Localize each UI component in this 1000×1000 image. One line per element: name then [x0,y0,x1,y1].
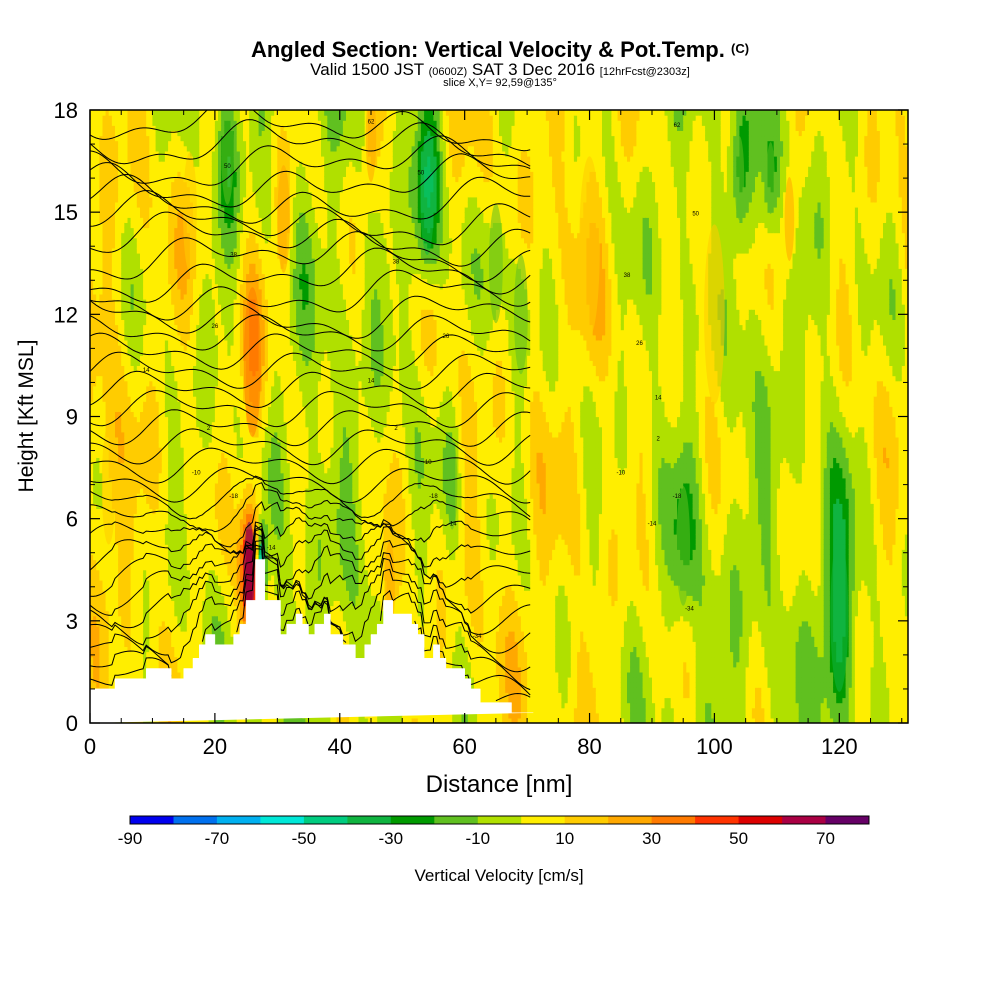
y-tick-label: 0 [66,711,78,736]
x-tick-label: 0 [84,734,96,759]
contour-label: 14 [368,378,375,384]
colorbar-swatch [434,816,478,824]
x-tick-label: 60 [452,734,476,759]
contour-label: 26 [636,341,643,347]
contour-label: 14 [143,368,150,374]
velocity-feature [830,536,848,692]
contour-label: 50 [692,212,699,218]
velocity-feature [767,142,775,214]
y-tick-label: 9 [66,405,78,430]
velocity-feature [785,177,795,261]
colorbar-swatch [260,816,304,824]
contour-label: -10 [423,460,432,466]
colorbar-tick-label: -70 [205,829,230,848]
colorbar: -90 -70 -50 -30 -10 10 30 50 70 [118,816,870,848]
colorbar-swatch [174,816,218,824]
velocity-feature [420,135,434,255]
colorbar-swatch [304,816,348,824]
contour-label: 26 [443,334,450,340]
contour-label: -18 [673,494,682,500]
contour-label: 50 [418,171,425,177]
contour-label: -14 [648,522,657,528]
colorbar-tick-label: -10 [466,829,491,848]
colorbar-swatch [826,816,870,824]
colorbar-label: Vertical Velocity [cm/s] [414,866,583,885]
contour-label: 50 [224,164,231,170]
colorbar-swatch [478,816,522,824]
contour-label: 38 [624,273,631,279]
contour-label: -18 [429,494,438,500]
contour-label: 62 [674,123,681,129]
y-axis-label: Height [Kft MSL] [15,340,38,493]
x-tick-label: 20 [203,734,227,759]
colorbar-tick-label: -50 [292,829,317,848]
velocity-feature [183,152,197,272]
contour-label: -10 [192,470,201,476]
y-tick-label: 12 [54,302,78,327]
colorbar-tick-label: 10 [555,829,574,848]
colorbar-swatch [521,816,565,824]
colorbar-swatch [782,816,826,824]
x-tick-label: 40 [328,734,352,759]
colorbar-swatch [565,816,609,824]
colorbar-swatch [130,816,174,824]
y-tick-label: 3 [66,609,78,634]
x-axis-label: Distance [nm] [426,771,573,798]
velocity-feature [366,92,376,182]
colorbar-tick-label: 30 [642,829,661,848]
colorbar-tick-label: 50 [729,829,748,848]
contour-label: 62 [368,120,375,126]
contour-label: -14 [448,522,457,528]
colorbar-swatch [695,816,739,824]
x-tick-label: 100 [696,734,733,759]
contour-label: -34 [685,607,694,613]
colorbar-swatch [391,816,435,824]
x-tick-label: 80 [577,734,601,759]
contour-label: -14 [267,545,276,551]
contour-label: -10 [616,470,625,476]
y-tick-label: 15 [54,200,78,225]
colorbar-swatch [608,816,652,824]
contour-label: 38 [393,259,400,265]
contour-label: -34 [473,634,482,640]
velocity-feature [514,254,528,374]
velocity-feature [735,136,745,220]
contour-label: -18 [229,494,238,500]
velocity-feature [676,486,690,606]
colorbar-swatch [347,816,391,824]
contour-label: 26 [212,324,219,330]
contour-label: 14 [655,396,662,402]
colorbar-swatch [217,816,261,824]
x-tick-label: 120 [821,734,858,759]
colorbar-swatch [739,816,783,824]
velocity-feature [579,156,600,336]
velocity-feature [102,425,116,545]
colorbar-tick-label: -90 [118,829,143,848]
colorbar-tick-label: -30 [379,829,404,848]
velocity-feature [704,224,725,404]
velocity-feature [221,97,233,205]
colorbar-swatch [652,816,696,824]
y-tick-label: 6 [66,507,78,532]
contour-label: 38 [230,252,237,258]
velocity-feature [447,440,457,530]
colorbar-tick-label: 70 [816,829,835,848]
y-tick-label: 18 [54,98,78,123]
